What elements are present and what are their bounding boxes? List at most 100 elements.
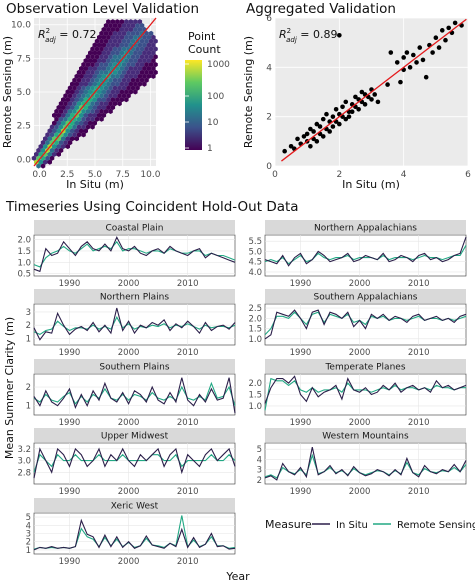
- hexbin-cell: [76, 132, 82, 138]
- hexbin-cell: [101, 104, 107, 111]
- hexbin-cell: [56, 143, 61, 150]
- in-situ-line: [33, 518, 236, 551]
- hexbin-cell: [128, 19, 134, 25]
- y-tick-label: 2: [257, 476, 262, 486]
- hexbin-cell: [126, 69, 131, 75]
- facet-plot-area: [33, 234, 236, 277]
- hexbin-cell: [74, 73, 79, 79]
- hexbin-cell: [92, 73, 97, 79]
- hexbin-cell: [99, 116, 104, 122]
- scatter-point: [369, 97, 374, 102]
- hexbin-cell: [94, 93, 100, 99]
- hexbin-cell: [76, 93, 82, 99]
- hexbin-cell: [115, 97, 120, 103]
- hexbin-cell: [85, 85, 91, 91]
- hexbin-cell: [124, 42, 129, 48]
- panel-a-title: Observation Level Validation: [6, 1, 199, 17]
- hexbin-cell: [126, 38, 131, 44]
- scatter-xlabel: In Situ (m): [342, 178, 400, 191]
- facet-strip: [34, 498, 235, 512]
- hexbin-cell: [133, 34, 138, 40]
- hexbin-cell: [54, 132, 59, 138]
- hexbin-cell: [67, 101, 73, 107]
- hexbin-cell: [101, 42, 107, 48]
- hexbin-cell: [144, 62, 149, 68]
- facet-temperate-planes: Temperate Planes 1.01.5 2.0 1990 2000 2010: [248, 359, 467, 428]
- x-tick-label: 2000: [349, 418, 371, 428]
- hexbin-cell: [94, 77, 100, 83]
- hexbin-cell: [65, 112, 70, 118]
- hexbin-cell: [99, 46, 104, 52]
- hexbin-cell: [148, 46, 154, 52]
- hexbin-cell: [34, 159, 39, 165]
- hexbin-cell: [124, 19, 129, 25]
- hexbin-cell: [90, 116, 95, 122]
- facet-strip: [265, 289, 466, 303]
- hexbin-cell: [142, 65, 147, 72]
- y-tick-label: 2: [26, 321, 31, 331]
- hexbin-cell: [133, 26, 138, 33]
- hexbin-cell: [103, 46, 109, 52]
- x-tick-label: 2010: [177, 418, 199, 428]
- hexbin-cell: [115, 26, 120, 33]
- hexbin-cell: [130, 69, 136, 75]
- hexbin-cell: [99, 77, 104, 83]
- hexbin-cell: [110, 97, 116, 103]
- x-tick-label: 2010: [408, 418, 430, 428]
- hexbin-cell: [63, 140, 68, 146]
- hexbin-cell: [103, 85, 109, 91]
- hexbin-cell: [61, 120, 66, 126]
- hexbin-cell: [52, 112, 57, 118]
- hexbin-cell: [43, 159, 48, 165]
- hexbin-cell: [63, 101, 68, 107]
- facet-strip: [34, 428, 235, 442]
- r2-annotation: R2 adj = 0.89: [279, 27, 338, 44]
- hexbin-cell: [135, 46, 140, 52]
- facet-strip: [34, 220, 235, 234]
- hexbin-cell: [99, 69, 104, 75]
- hexbin-cell: [88, 58, 93, 64]
- scatter-point: [314, 139, 320, 144]
- hexbin-cell: [61, 104, 66, 111]
- hexbin-cell: [85, 124, 91, 130]
- scatter-point: [337, 32, 342, 38]
- hexbin-cell: [110, 58, 116, 64]
- hexbin-cell: [92, 42, 97, 48]
- hexbin-cell: [40, 140, 46, 146]
- hexbin-cell: [128, 50, 134, 56]
- x-tick-label: 1990: [59, 348, 81, 358]
- hexbin-cell: [79, 81, 84, 87]
- hexbin-cell: [128, 81, 134, 87]
- hexbin-cell: [70, 81, 75, 87]
- hexbin-cell: [90, 85, 95, 91]
- hexbin-cell: [76, 124, 82, 130]
- y-tick-label: 3.2: [17, 445, 31, 455]
- hexbin-cell: [83, 81, 88, 87]
- facet-strip-label: Coastal Plain: [105, 224, 163, 234]
- hexbin-cell: [108, 62, 113, 68]
- scatter-point: [385, 82, 390, 87]
- legend-title: Measure: [265, 518, 312, 531]
- y-tick-label: 4: [266, 63, 272, 73]
- hexbin-cell: [81, 69, 86, 75]
- hexbin-cell: [45, 140, 50, 146]
- hexbin-cell: [115, 89, 120, 95]
- hexbin-cell: [124, 26, 129, 33]
- facet-strip-label: Western Mountains: [322, 432, 409, 442]
- x-tick-label: 6: [465, 170, 471, 180]
- hexbin-cell: [81, 108, 86, 114]
- hexbin-cell: [72, 132, 77, 138]
- hexbin-cell: [97, 73, 102, 79]
- hexbin-cell: [117, 69, 122, 75]
- hexbin-cell: [70, 136, 75, 142]
- hexbin-cell: [79, 112, 84, 118]
- hexbin-cell: [49, 140, 55, 146]
- hexbin-cell: [142, 34, 147, 40]
- hexbin-cell: [56, 128, 61, 134]
- x-tick-label: 1990: [290, 418, 312, 428]
- hexbin-cell: [133, 65, 138, 72]
- hexbin-cell: [124, 89, 129, 95]
- hexbin-cell: [88, 112, 93, 118]
- hexbin-cell: [90, 46, 95, 52]
- hexbin-cell: [106, 26, 111, 33]
